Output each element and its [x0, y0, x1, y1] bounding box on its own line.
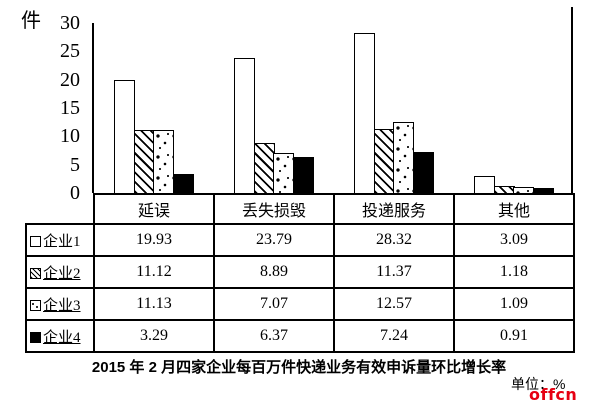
value-cell-s1-c4: 3.09	[453, 223, 575, 257]
legend-swatch-icon	[30, 267, 41, 279]
value-cell-s4-c3: 7.24	[333, 319, 455, 353]
category-header-1: 延误	[93, 193, 215, 225]
legend-label: 企业1	[43, 233, 81, 250]
bar-series1-cat1	[114, 80, 136, 193]
legend-label: 企业2	[43, 265, 81, 282]
legend-cell-3: 企业3	[25, 287, 95, 321]
bar-series4-cat4	[532, 187, 554, 193]
bar-group-4	[454, 23, 574, 193]
y-tick-0: 0	[70, 182, 80, 204]
y-tick-30: 30	[60, 12, 80, 34]
bar-series1-cat3	[354, 32, 376, 193]
bar-series2-cat3	[373, 128, 395, 193]
y-axis-unit-label: 件	[21, 10, 41, 32]
bar-series4-cat3	[412, 152, 434, 193]
category-header-2: 丢失损毁	[213, 193, 335, 225]
bar-series3-cat3	[393, 121, 415, 193]
value-cell-s4-c1: 3.29	[93, 319, 215, 353]
value-cell-s1-c3: 28.32	[333, 223, 455, 257]
legend-swatch-icon	[30, 299, 41, 311]
value-cell-s4-c2: 6.37	[213, 319, 335, 353]
legend-swatch-icon	[30, 235, 41, 247]
legend-cell-4: 企业4	[25, 319, 95, 353]
bar-series2-cat2	[253, 142, 275, 193]
value-cell-s3-c1: 11.13	[93, 287, 215, 321]
y-tick-20: 20	[60, 68, 80, 91]
value-cell-s2-c4: 1.18	[453, 255, 575, 289]
y-tick-15: 15	[60, 97, 80, 119]
y-tick-10: 10	[60, 125, 80, 148]
bar-series1-cat4	[474, 175, 496, 193]
y-tick-25: 25	[60, 40, 80, 63]
y-tick-5: 5	[70, 153, 80, 176]
table-bottom-rule	[25, 351, 575, 353]
plot-area	[92, 23, 574, 193]
bar-series1-cat2	[234, 58, 256, 193]
table-row: 企业3 11.13 7.07 12.57 1.09	[25, 287, 575, 321]
legend-label: 企业4	[43, 329, 81, 346]
table-row: 企业1 19.93 23.79 28.32 3.09	[25, 223, 575, 257]
value-cell-s4-c4: 0.91	[453, 319, 575, 353]
unit-note: 单位：%	[511, 376, 566, 392]
value-cell-s1-c1: 19.93	[93, 223, 215, 257]
plot-right-border	[571, 7, 573, 194]
bar-group-3	[334, 23, 454, 193]
category-header-3: 投递服务	[333, 193, 455, 225]
value-cell-s3-c2: 7.07	[213, 287, 335, 321]
legend-label: 企业3	[43, 297, 81, 314]
value-cell-s2-c1: 11.12	[93, 255, 215, 289]
bar-group-2	[214, 23, 334, 193]
value-cell-s2-c2: 8.89	[213, 255, 335, 289]
bar-series3-cat2	[273, 152, 295, 193]
value-cell-s2-c3: 11.37	[333, 255, 455, 289]
bar-group-1	[94, 23, 214, 193]
chart-caption: 2015 年 2 月四家企业每百万件快递业务有效申诉量环比增长率	[91, 359, 507, 376]
table-blank-corner	[26, 194, 94, 224]
table-row: 企业4 3.29 6.37 7.24 0.91	[25, 319, 575, 353]
legend-swatch-icon	[30, 331, 41, 343]
bar-series4-cat2	[292, 156, 314, 193]
legend-cell-1: 企业1	[25, 223, 95, 257]
data-table: 延误 丢失损毁 投递服务 其他企业1 19.93 23.79 28.32 3.09 企业2 11.…	[25, 193, 575, 353]
bar-series2-cat4	[493, 186, 515, 193]
category-header-4: 其他	[453, 193, 575, 225]
legend-cell-2: 企业2	[25, 255, 95, 289]
offcn-watermark: offcn	[529, 385, 578, 404]
value-cell-s1-c2: 23.79	[213, 223, 335, 257]
value-cell-s3-c4: 1.09	[453, 287, 575, 321]
table-row: 企业2 11.12 8.89 11.37 1.18	[25, 255, 575, 289]
bar-series2-cat1	[133, 130, 155, 193]
bar-series3-cat1	[153, 129, 175, 193]
bar-series4-cat1	[172, 174, 194, 193]
value-cell-s3-c3: 12.57	[333, 287, 455, 321]
